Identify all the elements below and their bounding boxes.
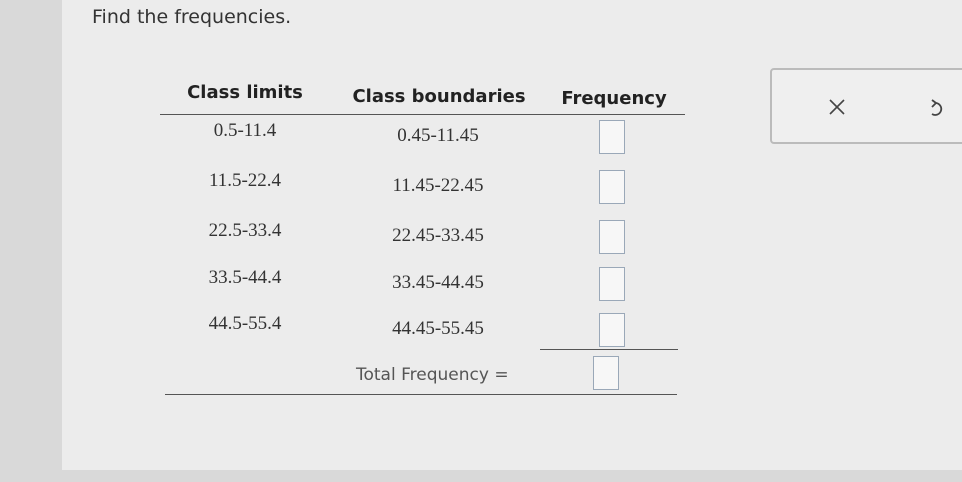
frequency-input[interactable] [599,120,625,154]
button-bar [770,68,962,144]
button-icons [829,99,943,116]
class-boundary: 22.45-33.45 [392,225,484,246]
prompt: Find the frequencies. [92,6,292,28]
bottom-rule [165,394,677,395]
class-limit: 44.5-55.4 [208,313,282,334]
class-limit: 0.5-11.4 [213,120,277,141]
class-limit: 11.5-22.4 [208,170,282,191]
undo-button[interactable] [931,99,943,116]
class-boundary: 11.45-22.45 [392,175,484,196]
class-boundary: 0.45-11.45 [397,125,479,146]
class-boundary: 44.45-55.45 [392,318,484,339]
header-cell: Class limits [187,82,303,103]
frequency-input[interactable] [599,220,625,254]
question-panel: Find the frequencies. Class limits Class… [62,0,962,470]
sum-rule [540,349,678,350]
header-rule [160,114,685,115]
class-limit: 33.5-44.4 [208,267,282,288]
class-limit: 22.5-33.4 [208,220,282,241]
class-boundary: 33.45-44.45 [392,272,484,293]
frequency-input[interactable] [599,267,625,301]
clear-button[interactable] [829,99,845,115]
header-cell: Class boundaries [352,86,526,107]
total-label: Total Frequency = [356,365,509,385]
total-input[interactable] [593,356,619,390]
frequency-input[interactable] [599,170,625,204]
frequency-input[interactable] [599,313,625,347]
header-cell: Frequency [561,88,667,109]
